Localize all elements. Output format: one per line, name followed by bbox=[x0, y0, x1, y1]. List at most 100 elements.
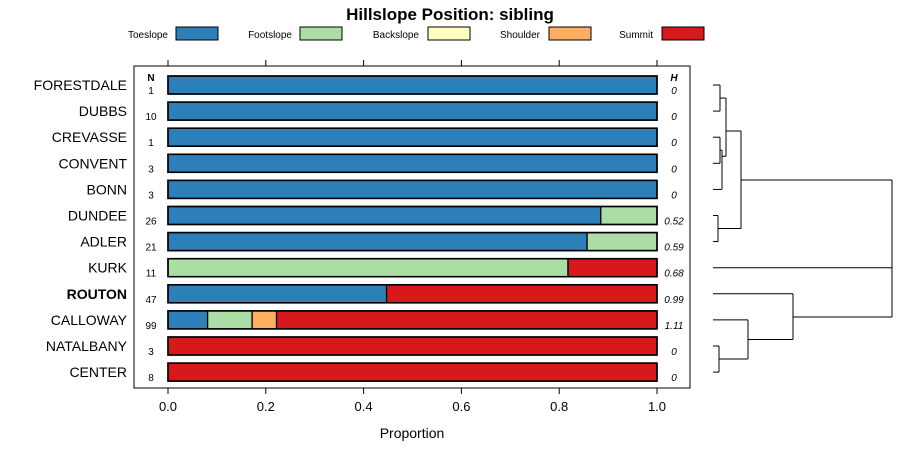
row-n: 1 bbox=[148, 138, 154, 149]
bar-segment-summit bbox=[167, 336, 658, 356]
row-n: 3 bbox=[148, 347, 154, 358]
bar-outline bbox=[167, 310, 658, 330]
legend-swatch-toeslope bbox=[175, 26, 219, 41]
row-h: 0 bbox=[671, 164, 677, 175]
bar-outline bbox=[167, 75, 658, 95]
row-bonn: BONN 3 0 bbox=[87, 179, 677, 201]
row-h: 0.59 bbox=[664, 243, 684, 254]
row-h: 0 bbox=[671, 347, 677, 358]
bar-outline bbox=[167, 179, 658, 200]
row-h: 0 bbox=[671, 373, 677, 384]
row-n: 99 bbox=[145, 321, 157, 332]
bar-segment-shoulder bbox=[251, 310, 278, 330]
legend-swatch-shoulder bbox=[548, 26, 592, 41]
row-kurk: KURK 11 0.68 bbox=[88, 257, 684, 280]
chart-title: Hillslope Position: sibling bbox=[346, 5, 554, 24]
row-adler: ADLER 21 0.59 bbox=[80, 231, 684, 254]
row-routon: ROUTON 47 0.99 bbox=[67, 283, 684, 306]
row-label: ROUTON bbox=[67, 286, 127, 302]
bar-outline bbox=[167, 257, 658, 278]
bar-segment-toeslope bbox=[167, 101, 658, 121]
legend-label-toeslope: Toeslope bbox=[128, 30, 168, 41]
bar-segment-summit bbox=[275, 310, 658, 330]
row-n: 3 bbox=[148, 190, 154, 201]
bar-segment-toeslope bbox=[167, 179, 658, 200]
bar-segment-footslope bbox=[167, 258, 569, 278]
row-label: KURK bbox=[88, 260, 128, 276]
row-label: DUBBS bbox=[79, 103, 127, 119]
row-label: FORESTDALE bbox=[34, 77, 127, 93]
legend-swatch-backslope bbox=[427, 26, 471, 41]
x-axis: 0.0 0.2 0.4 0.6 0.8 1.0 bbox=[159, 60, 666, 414]
row-dundee: DUNDEE 26 0.52 bbox=[68, 205, 684, 228]
row-h: 0.99 bbox=[664, 295, 684, 306]
row-center: CENTER 8 0 bbox=[69, 362, 677, 384]
legend-label-shoulder: Shoulder bbox=[500, 30, 541, 41]
x-tick-label: 1.0 bbox=[648, 399, 666, 414]
row-label: CREVASSE bbox=[52, 129, 127, 145]
bar-outline bbox=[167, 362, 658, 382]
row-dubbs: DUBBS 10 0 bbox=[79, 101, 677, 123]
row-h: 0.68 bbox=[664, 269, 684, 280]
bar-outline bbox=[167, 336, 658, 356]
row-convent: CONVENT 3 0 bbox=[59, 153, 677, 175]
bar-segment-toeslope bbox=[167, 310, 209, 330]
bar-segment-toeslope bbox=[167, 284, 388, 304]
row-crevasse: CREVASSE 1 0 bbox=[52, 127, 677, 149]
legend-label-summit: Summit bbox=[619, 30, 653, 41]
legend-swatch-footslope bbox=[299, 26, 343, 41]
bar-outline bbox=[167, 127, 658, 147]
plot-frame bbox=[133, 65, 691, 389]
bar-segment-summit bbox=[567, 258, 658, 278]
bar-outline bbox=[167, 153, 658, 174]
x-tick-label: 0.4 bbox=[355, 399, 373, 414]
bar-outline bbox=[167, 101, 658, 121]
row-n: 3 bbox=[148, 164, 154, 175]
bar-outline bbox=[167, 283, 658, 304]
row-label: ADLER bbox=[80, 234, 127, 250]
row-calloway: CALLOWAY 99 1.11 bbox=[51, 310, 684, 332]
legend-label-backslope: Backslope bbox=[373, 30, 420, 41]
bar-segment-footslope bbox=[600, 205, 658, 226]
bar-segment-toeslope bbox=[167, 153, 658, 173]
row-n: 10 bbox=[145, 112, 157, 123]
x-axis-label: Proportion bbox=[380, 425, 445, 441]
row-h: 1.11 bbox=[665, 321, 684, 332]
row-forestdale: FORESTDALE 1 0 bbox=[34, 75, 677, 97]
row-n: 11 bbox=[146, 269, 157, 280]
row-label: NATALBANY bbox=[46, 338, 128, 354]
row-natalbany: NATALBANY 3 0 bbox=[46, 336, 677, 358]
legend-label-footslope: Footslope bbox=[248, 30, 292, 41]
row-h: 0 bbox=[671, 138, 677, 149]
x-tick-label: 0.6 bbox=[452, 399, 470, 414]
row-n: 8 bbox=[148, 373, 154, 384]
row-label: CENTER bbox=[69, 364, 127, 380]
row-h: 0 bbox=[671, 112, 677, 123]
bar-segment-summit bbox=[385, 284, 658, 304]
bar-segment-toeslope bbox=[167, 231, 588, 252]
bar-outline bbox=[167, 231, 658, 252]
row-h: 0 bbox=[671, 190, 677, 201]
x-tick-label: 0.2 bbox=[257, 399, 275, 414]
legend: Toeslope Footslope Backslope Shoulder Summit bbox=[128, 26, 705, 41]
bar-segment-footslope bbox=[206, 310, 253, 330]
bar-segment-toeslope bbox=[167, 205, 602, 226]
row-n: 1 bbox=[148, 86, 154, 97]
bar-segment-footslope bbox=[586, 231, 658, 252]
n-header: N bbox=[147, 73, 154, 84]
row-label: CALLOWAY bbox=[51, 312, 128, 328]
row-h: 0 bbox=[671, 86, 677, 97]
h-header: H bbox=[670, 73, 678, 84]
row-n: 47 bbox=[145, 295, 157, 306]
bar-segment-toeslope bbox=[167, 75, 658, 95]
row-h: 0.52 bbox=[664, 217, 684, 228]
row-label: BONN bbox=[87, 181, 127, 197]
row-n: 26 bbox=[145, 217, 157, 228]
x-tick-label: 0.8 bbox=[550, 399, 568, 414]
row-n: 21 bbox=[145, 243, 157, 254]
legend-swatch-summit bbox=[661, 26, 705, 41]
bar-segment-summit bbox=[167, 362, 658, 382]
row-label: DUNDEE bbox=[68, 208, 127, 224]
